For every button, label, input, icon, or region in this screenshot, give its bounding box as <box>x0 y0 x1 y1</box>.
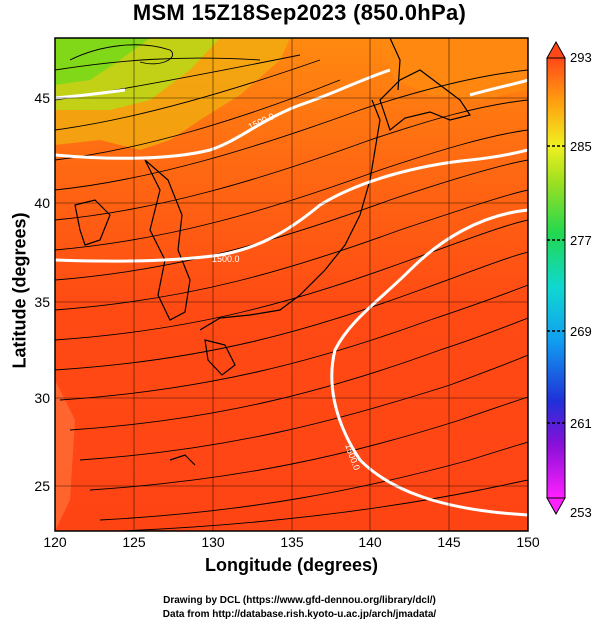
credit-drawing: Drawing by DCL (https://www.gfd-dennou.o… <box>163 595 436 606</box>
x-tick-label: 150 <box>516 534 540 550</box>
colorbar-tick-label: 293 <box>570 50 592 65</box>
credit-data: Data from http://database.rish.kyoto-u.a… <box>162 609 437 620</box>
y-tick-label: 45 <box>34 90 50 106</box>
y-axis-label: Latitude (degrees) <box>9 212 30 369</box>
x-tick-labels: 120 125 130 135 140 145 150 <box>43 534 540 550</box>
y-tick-label: 35 <box>34 294 50 310</box>
colorbar-tick-label: 285 <box>570 139 592 154</box>
chart-title: MSM 15Z18Sep2023 (850.0hPa) <box>132 0 467 25</box>
coastlines <box>74 38 471 466</box>
x-tick-label: 125 <box>122 534 146 550</box>
colorbar-tick-label: 261 <box>570 416 592 431</box>
colorbar-tick-label: 269 <box>570 324 592 339</box>
x-tick-label: 130 <box>201 534 225 550</box>
colorbar-max-arrow <box>546 40 566 59</box>
x-tick-label: 135 <box>280 534 304 550</box>
colorbar-min-arrow <box>546 497 566 516</box>
contour-label: 1500.0 <box>212 254 240 264</box>
x-tick-label: 120 <box>43 534 67 550</box>
contour-lines <box>55 68 528 517</box>
y-tick-label: 40 <box>34 195 50 211</box>
x-tick-label: 140 <box>358 534 382 550</box>
y-tick-label: 25 <box>34 478 50 494</box>
x-axis-label: Longitude (degrees) <box>204 555 378 575</box>
y-tick-label: 30 <box>34 390 50 406</box>
x-tick-label: 145 <box>437 534 461 550</box>
temperature-field <box>55 38 528 531</box>
plot-frame <box>54 37 529 532</box>
streamlines <box>55 44 528 531</box>
colorbar: 293 285 277 269 261 253 <box>546 40 592 520</box>
colorbar-tick-label: 277 <box>570 233 592 248</box>
y-tick-labels: 25 30 35 40 45 <box>34 90 50 494</box>
colorbar-tick-label: 253 <box>570 505 592 520</box>
